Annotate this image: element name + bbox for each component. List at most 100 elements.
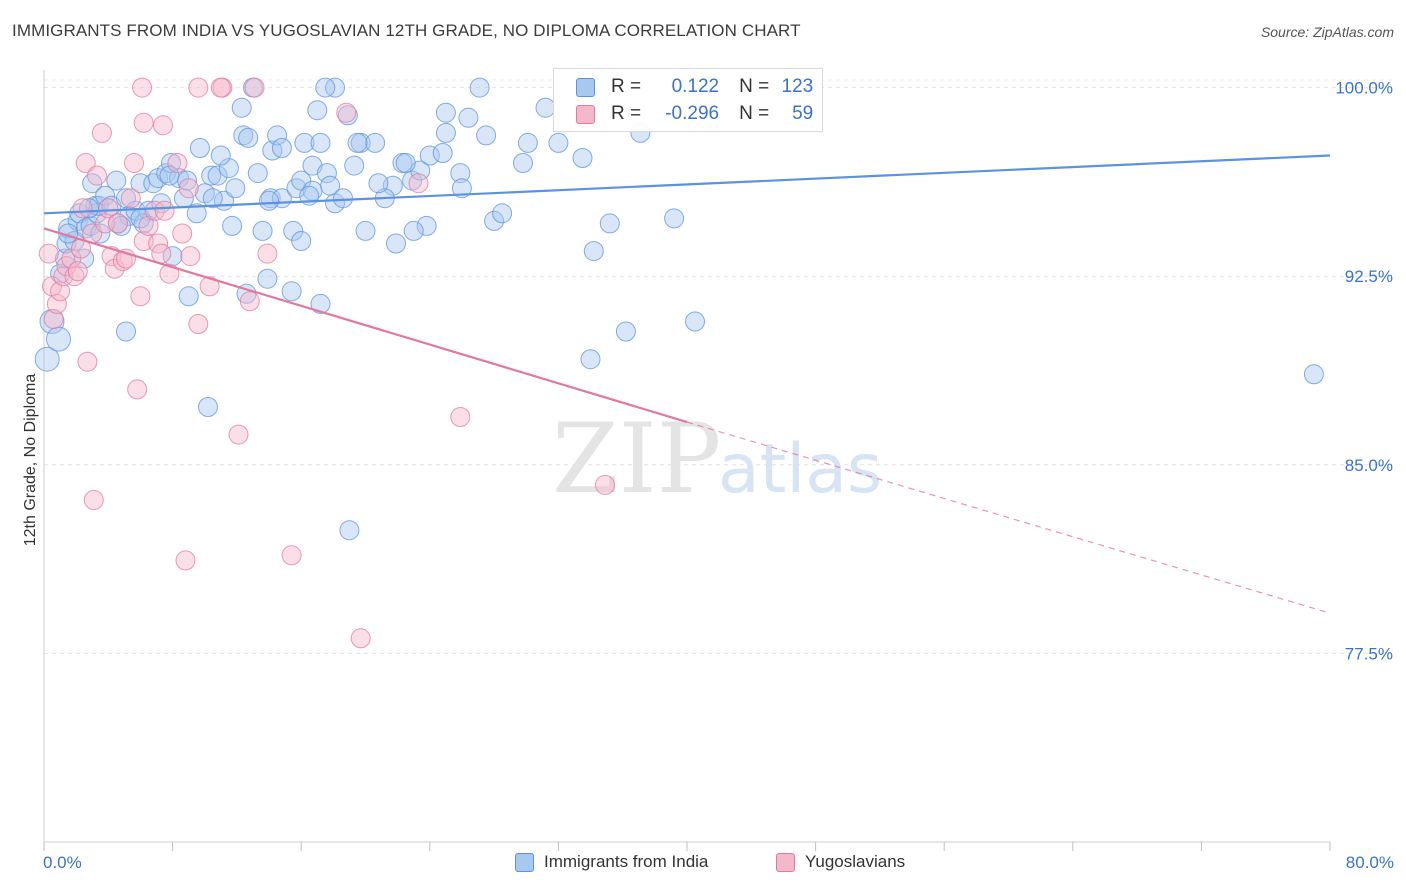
yugoslavian-point	[257, 243, 278, 264]
yugoslavian-point	[595, 474, 615, 495]
india-point	[517, 132, 538, 153]
yugoslavian-point	[138, 215, 159, 236]
yugoslavian-point	[210, 77, 231, 98]
india-point	[615, 321, 636, 342]
india-point	[315, 77, 336, 98]
yugoslavian-point	[46, 293, 67, 314]
yugoslavian-point	[75, 153, 96, 173]
india-point	[186, 203, 207, 224]
x-tick-label-min: 0.0%	[43, 853, 82, 872]
watermark: ZIP atlas	[552, 403, 882, 515]
legend-r-key: R =	[611, 103, 642, 124]
yugoslavian-point	[172, 223, 193, 244]
yugoslavian-point	[43, 309, 64, 329]
yugoslavian-point	[350, 628, 371, 649]
y-tick-label: 100.0%	[1335, 79, 1393, 98]
india-point	[257, 268, 278, 289]
legend-n-key: N =	[739, 76, 770, 97]
india-point	[492, 203, 513, 224]
yugoslavian-point	[38, 243, 59, 264]
india-point	[339, 520, 360, 541]
yugoslavian-point	[127, 379, 148, 400]
yugoslavian-point	[239, 291, 260, 312]
yugoslavian-point	[101, 246, 122, 267]
india-trend-line	[43, 154, 1331, 215]
india-point	[281, 281, 302, 302]
legend-r-value: -0.296	[665, 103, 720, 124]
india-point	[344, 155, 365, 176]
legend-row-yugoslavians: R = -0.296 N = 59	[576, 101, 813, 127]
series-legend: Immigrants from India Yugoslavians	[0, 852, 1406, 876]
legend-swatch-yugoslavians	[776, 852, 795, 872]
india-point	[202, 188, 223, 209]
yugoslavian-point	[104, 258, 125, 279]
yugoslavian-point	[151, 243, 172, 264]
india-point	[201, 165, 222, 186]
yugoslavian-point	[124, 153, 144, 173]
trend-lines	[43, 154, 1331, 614]
india-point	[386, 233, 406, 254]
x-tick-label-max: 80.0%	[1345, 853, 1394, 872]
india-point	[347, 132, 368, 153]
legend-swatch-india	[576, 77, 595, 97]
yugoslavian-point	[77, 351, 98, 372]
legend-label-india: Immigrants from India	[544, 852, 709, 871]
yugoslavian-point	[91, 122, 112, 143]
y-tick-labels: 100.0% 92.5% 85.0% 77.5%	[1335, 79, 1393, 664]
india-point	[513, 153, 533, 173]
yugoslavian-point	[67, 261, 88, 282]
india-point	[484, 210, 505, 231]
source-label: Source: ZipAtlas.com	[1260, 24, 1394, 40]
legend-n-value: 59	[792, 103, 814, 124]
india-point	[106, 170, 127, 191]
india-point	[1303, 364, 1324, 385]
yugoslavian-point	[450, 407, 471, 427]
india-point	[218, 158, 239, 179]
axes	[43, 70, 1331, 851]
yugoslavian-trend-line	[43, 227, 688, 424]
india-point	[395, 153, 416, 173]
yugoslavian-point	[72, 198, 93, 219]
india-point	[222, 215, 243, 236]
india-point	[664, 208, 685, 229]
yugoslavian-point	[408, 173, 429, 194]
yugoslavian-point	[178, 178, 199, 199]
india-point	[355, 220, 376, 241]
legend-swatch-yugoslavians	[576, 104, 595, 124]
legend-row-india: R = 0.122 N = 123	[576, 74, 813, 100]
yugoslavian-point	[175, 550, 196, 571]
india-point	[476, 125, 497, 146]
yugoslavian-point	[120, 188, 141, 209]
yugoslavian-point	[107, 213, 128, 234]
india-point	[116, 321, 136, 342]
legend-r-key: R =	[611, 76, 642, 97]
india-point	[416, 215, 437, 236]
india-point	[403, 220, 424, 241]
india-point	[432, 143, 453, 163]
india-point	[225, 178, 246, 199]
india-point	[572, 148, 593, 168]
yugoslavian-point	[130, 286, 151, 307]
india-point	[458, 107, 479, 128]
india-point	[111, 215, 132, 236]
yugoslavian-point	[153, 115, 173, 136]
india-point	[333, 188, 353, 209]
watermark-atlas: atlas	[718, 430, 882, 509]
y-tick-label: 85.0%	[1345, 456, 1393, 475]
yugoslavian-point	[83, 490, 104, 510]
india-point	[178, 286, 199, 307]
india-point	[435, 102, 456, 123]
correlation-legend: R = 0.122 N = 123 R = -0.296 N = 59	[553, 68, 823, 132]
legend-n-key: N =	[739, 103, 770, 124]
yugoslavian-point	[87, 165, 107, 186]
india-point	[267, 125, 288, 146]
yugoslavian-point	[188, 314, 209, 334]
legend-n-value: 123	[781, 76, 814, 97]
india-point	[419, 145, 440, 166]
chart-title: IMMIGRANTS FROM INDIA VS YUGOSLAVIAN 12T…	[12, 21, 801, 40]
india-point	[231, 97, 252, 118]
gridlines	[44, 79, 1392, 654]
india-point	[450, 163, 471, 184]
yugoslavian-point	[228, 424, 249, 445]
